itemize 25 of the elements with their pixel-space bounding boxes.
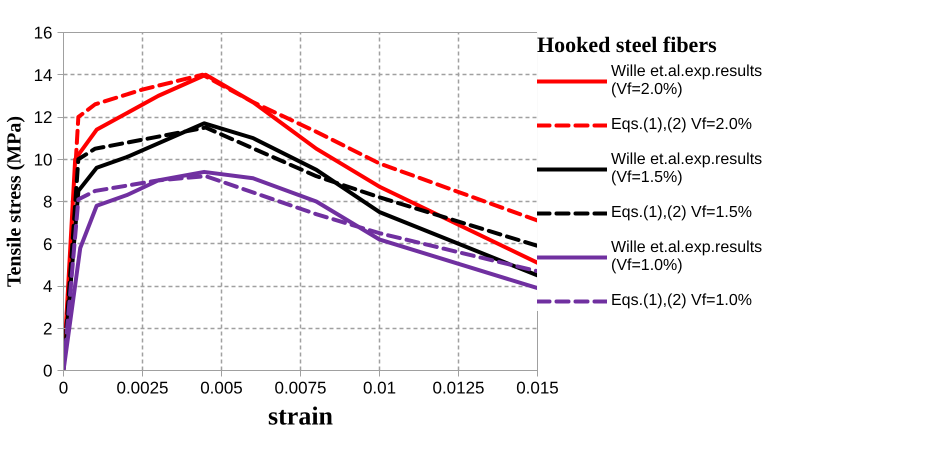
y-tick-label: 0 <box>43 362 53 380</box>
legend-title: Hooked steel fibers <box>537 32 718 58</box>
x-tick-label: 0.0025 <box>116 378 168 398</box>
x-tick-label: 0.0075 <box>274 378 326 398</box>
x-tick-label: 0.01 <box>362 378 396 398</box>
y-tick-label: 4 <box>43 277 53 296</box>
legend-label: Wille et.al.exp.results (Vf=1.5%) <box>611 151 762 187</box>
legend-label: Eqs.(1),(2) Vf=1.0% <box>611 292 752 310</box>
y-tick-label: 8 <box>43 192 53 212</box>
x-tick-label: 0.0125 <box>432 378 484 398</box>
y-axis-title: Tensile stress (MPa) <box>4 116 26 288</box>
y-tick-label: 16 <box>34 24 53 42</box>
x-tick-label: 0.005 <box>200 378 243 398</box>
x-axis-title: strain <box>268 402 334 430</box>
y-tick-label: 6 <box>43 234 53 254</box>
y-tick-label: 2 <box>43 319 53 338</box>
legend-label: Wille et.al.exp.results (Vf=1.0%) <box>611 239 762 275</box>
legend-label: Eqs.(1),(2) Vf=2.0% <box>611 116 752 134</box>
x-tick-label: 0 <box>58 378 68 398</box>
legend-label: Eqs.(1),(2) Vf=1.5% <box>611 204 752 222</box>
y-tick-label: 14 <box>34 66 53 85</box>
y-tick-label: 12 <box>34 108 53 127</box>
y-tick-label: 10 <box>34 150 53 170</box>
legend-label: Wille et.al.exp.results (Vf=2.0%) <box>611 63 762 99</box>
x-tick-label: 0.015 <box>516 378 559 398</box>
